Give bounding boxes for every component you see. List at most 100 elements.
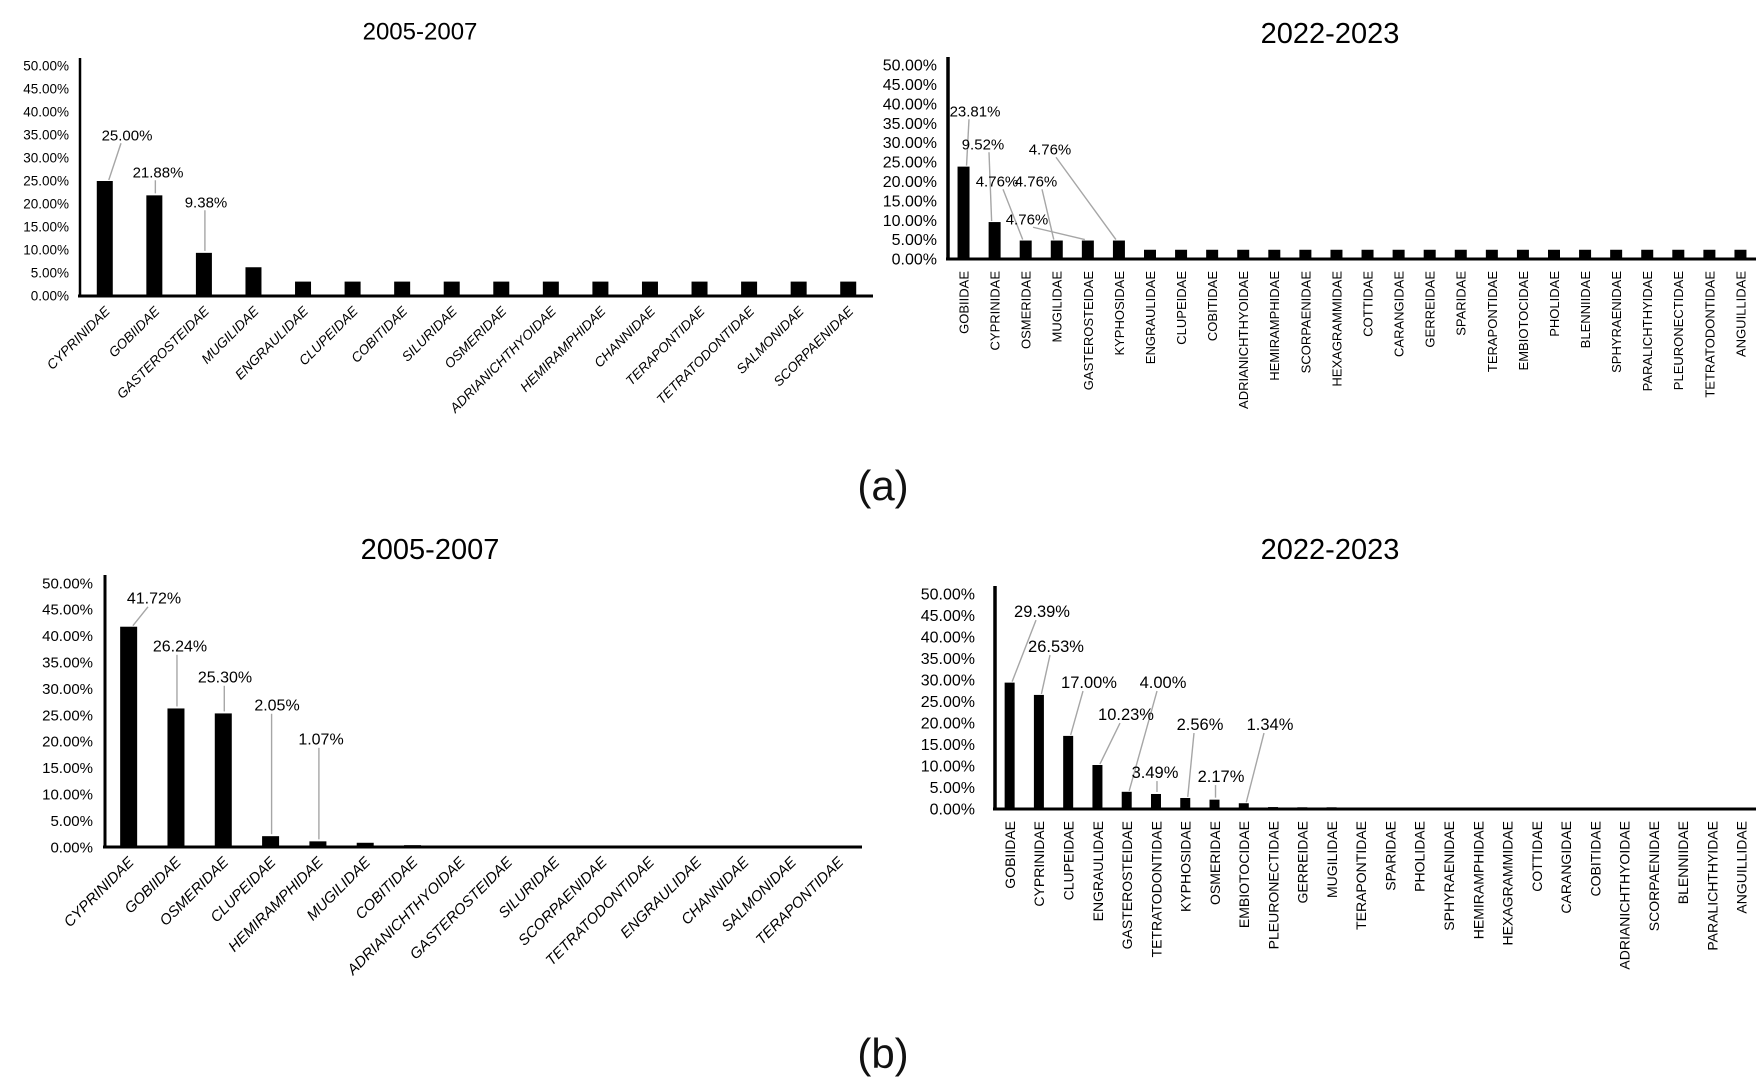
- leader-line: [1099, 722, 1121, 765]
- bar: [741, 281, 758, 296]
- bar: [691, 281, 708, 296]
- x-tick-label: TETRATODONTIDAE: [654, 303, 758, 407]
- y-tick-label: 40.00%: [921, 630, 975, 647]
- bar: [1703, 249, 1716, 259]
- bar: [309, 841, 327, 847]
- x-tick-label: PARALICHTHYIDAE: [1704, 821, 1720, 951]
- bar: [1548, 249, 1560, 259]
- y-tick-label: 35.00%: [42, 654, 93, 671]
- x-tick-label: GOBIIDAE: [1002, 821, 1018, 889]
- bar: [1610, 249, 1623, 259]
- bar: [1326, 807, 1337, 809]
- bar: [988, 222, 1001, 259]
- bar: [1175, 249, 1188, 259]
- bar: [1112, 240, 1125, 259]
- x-tick-label: HEXAGRAMMIDAE: [1329, 271, 1344, 387]
- bar: [96, 181, 113, 296]
- y-tick-label: 10.00%: [921, 759, 975, 776]
- y-tick-label: 15.00%: [921, 737, 975, 754]
- y-tick-label: 50.00%: [921, 587, 975, 604]
- x-tick-label: EMBIOTOCIDAE: [1236, 821, 1252, 928]
- leader-line: [108, 143, 122, 181]
- chart-a-right: 0.00% 5.00% 10.00% 15.00% 20.00% 25.00% 30.00%…: [883, 18, 1756, 409]
- data-label: 9.38%: [185, 194, 228, 211]
- data-label: 10.23%: [1098, 706, 1154, 724]
- y-tick-label: 25.00%: [883, 155, 937, 172]
- bar: [1092, 765, 1103, 809]
- data-label: 4.00%: [1140, 674, 1187, 692]
- x-tick-label: PHOLIDAE: [1547, 271, 1562, 337]
- x-tick-label: GERREIDAE: [1423, 271, 1438, 348]
- y-tick-label: 20.00%: [23, 197, 69, 212]
- x-tick-label: SCORPAENIDAE: [515, 853, 611, 949]
- y-tick-label: 30.00%: [42, 681, 93, 698]
- x-tick-label: CARANGIDAE: [1392, 271, 1407, 357]
- bar: [262, 836, 280, 847]
- data-label: 26.53%: [1028, 638, 1084, 656]
- x-tick-label: TETRATODONTIDAE: [1702, 271, 1717, 398]
- chart-title: 2005-2007: [363, 18, 478, 45]
- y-tick-label: 0.00%: [892, 252, 937, 269]
- chart-title: 2022-2023: [1261, 534, 1400, 566]
- x-tick-label: ANGUILLIDAE: [1733, 271, 1748, 357]
- y-tick-label: 20.00%: [42, 734, 93, 751]
- x-tick-label: HEMIRAMPHIDAE: [517, 303, 609, 395]
- bar: [1734, 249, 1747, 259]
- x-tick-label: SPHYRAENIDAE: [1441, 821, 1457, 931]
- y-tick-label: 5.00%: [892, 232, 937, 249]
- bar: [592, 281, 609, 296]
- x-tick-label: CLUPEIDAE: [1174, 271, 1189, 345]
- bar: [356, 842, 374, 847]
- x-tick-label: COBITIDAE: [1205, 271, 1220, 341]
- x-tick-label: ENGRAULIDAE: [617, 853, 706, 942]
- bar: [1516, 249, 1529, 259]
- bar: [790, 281, 807, 296]
- x-tick-label: TERAPONTIDAE: [753, 853, 848, 948]
- y-tick-label: 0.00%: [31, 289, 69, 304]
- y-tick-label: 50.00%: [883, 58, 937, 75]
- x-tick-label: CLUPEIDAE: [1060, 821, 1076, 900]
- panel-b-caption: (b): [857, 1030, 909, 1077]
- y-tick-label: 30.00%: [23, 151, 69, 166]
- bar: [1144, 249, 1156, 259]
- bar: [1121, 791, 1132, 809]
- leader-line: [1002, 188, 1024, 240]
- y-tick-label: 20.00%: [883, 174, 937, 191]
- leader-line: [132, 606, 149, 627]
- leader-line: [1069, 690, 1084, 736]
- bar: [245, 267, 262, 296]
- x-tick-label: COTTIDAE: [1529, 821, 1545, 892]
- bar: [641, 281, 658, 296]
- x-tick-label: ADRIANICHTHYOIDAE: [1236, 271, 1251, 409]
- data-label: 17.00%: [1061, 674, 1117, 692]
- y-tick-label: 0.00%: [930, 802, 975, 819]
- y-tick-label: 25.00%: [42, 707, 93, 724]
- x-tick-label: CYPRINIDAE: [1031, 821, 1047, 907]
- x-tick-label: COTTIDAE: [1360, 271, 1375, 337]
- x-tick-label: OSMERIDAE: [1019, 271, 1034, 349]
- leader-line: [1128, 690, 1158, 791]
- leader-line: [988, 152, 993, 222]
- x-tick-label: PLEURONECTIDAE: [1671, 271, 1686, 391]
- bar: [1004, 682, 1015, 809]
- data-label: 25.30%: [198, 670, 252, 687]
- bar: [1299, 249, 1312, 259]
- data-label: 2.56%: [1177, 716, 1224, 734]
- x-tick-label: GERREIDAE: [1295, 821, 1311, 903]
- data-label: 21.88%: [133, 164, 184, 181]
- x-tick-label: HEMIRAMPHIDAE: [1267, 271, 1282, 381]
- x-tick-label: CYPRINIDAE: [44, 303, 114, 373]
- x-tick-label: BLENNIIDAE: [1675, 821, 1691, 904]
- bar: [1237, 249, 1250, 259]
- bar: [295, 281, 312, 296]
- bar: [1033, 694, 1044, 809]
- y-tick-label: 20.00%: [921, 716, 975, 733]
- bar: [1423, 249, 1436, 259]
- y-tick-label: 30.00%: [921, 673, 975, 690]
- x-tick-label: PHOLIDAE: [1412, 821, 1428, 892]
- x-tick-label: CYPRINIDAE: [61, 853, 139, 931]
- bar: [1268, 807, 1279, 809]
- x-tick-label: ENGRAULIDAE: [1143, 271, 1158, 365]
- y-tick-label: 5.00%: [50, 813, 93, 830]
- x-tick-label: TERAPONTIDAE: [1353, 821, 1369, 930]
